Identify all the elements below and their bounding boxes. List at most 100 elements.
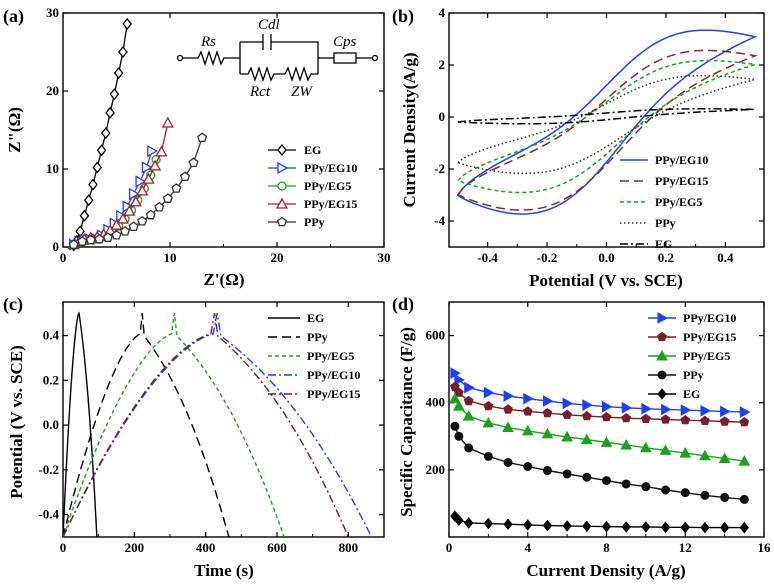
- legend-marker: [657, 331, 667, 342]
- y-tick-label: -4: [434, 213, 445, 228]
- data-point: [739, 417, 750, 427]
- label-cps: Cps: [333, 34, 357, 50]
- x-tick-label: 12: [679, 540, 692, 555]
- y-tick-label: 0.0: [43, 417, 59, 432]
- data-point: [188, 157, 199, 168]
- x-tick-label: 400: [196, 540, 216, 555]
- data-point: [680, 521, 690, 534]
- label-rs: Rs: [200, 34, 216, 50]
- data-point: [582, 399, 593, 411]
- resistor-rct: [240, 65, 285, 83]
- legend-label: PPy/EG5: [304, 179, 351, 193]
- x-tick-label: 200: [125, 540, 145, 555]
- data-point: [660, 521, 671, 534]
- y-axis-label: Potential (V vs. SCE): [7, 345, 26, 499]
- data-point: [136, 184, 149, 196]
- y-tick-label: 10: [46, 161, 59, 176]
- legend-marker: [275, 197, 289, 209]
- data-point: [700, 415, 710, 425]
- data-point: [680, 404, 692, 416]
- legend-label: PPy: [683, 368, 704, 382]
- legend-marker: [277, 143, 287, 157]
- legend-marker: [277, 161, 289, 175]
- data-point: [521, 424, 534, 436]
- data-point: [482, 416, 495, 428]
- data-point: [96, 144, 107, 157]
- data-point: [503, 518, 513, 531]
- data-point: [483, 451, 493, 461]
- data-point: [542, 407, 553, 418]
- data-point: [679, 447, 692, 458]
- data-point: [148, 159, 162, 171]
- data-point: [179, 171, 191, 182]
- data-point: [739, 521, 749, 534]
- y-axis-label: Specific Capacitance (F/g): [397, 327, 416, 517]
- data-point: [464, 381, 475, 394]
- data-point: [503, 390, 515, 402]
- data-point: [621, 521, 631, 533]
- data-point: [700, 521, 710, 534]
- cps-element: [333, 52, 357, 64]
- data-point: [116, 212, 130, 224]
- data-point: [718, 452, 731, 463]
- data-point: [602, 400, 613, 413]
- x-axis-label: Potential (V vs. SCE): [529, 271, 683, 290]
- gcd-curve-ppy-eg15: [62, 313, 349, 538]
- panel-b-cyclic-voltammetry: -0.4 -0.2 0.0 0.2 0.4 -4 -2 0 2 4 (b) Potential (V …: [392, 5, 765, 290]
- y-tick-label: -2: [434, 161, 445, 176]
- data-point: [118, 45, 128, 59]
- label-cdl: Cdl: [258, 17, 280, 33]
- y-tick-label: 0.4: [43, 328, 60, 343]
- data-point: [128, 187, 140, 201]
- data-point: [720, 492, 730, 502]
- legend-label: EG: [683, 387, 700, 401]
- legend-label: PPy/EG15: [304, 197, 357, 211]
- data-point: [105, 106, 115, 119]
- series-ppy-eg15: [450, 381, 750, 427]
- plot-frame: [62, 301, 385, 538]
- cv-loop-ppy-eg5: [456, 59, 756, 194]
- data-point: [621, 479, 631, 489]
- gcd-curve-ppy: [62, 313, 230, 538]
- data-point: [680, 488, 690, 498]
- series-ppy: [68, 132, 208, 249]
- data-point: [542, 395, 554, 407]
- data-point: [68, 239, 79, 249]
- data-point: [122, 17, 133, 30]
- data-point: [111, 229, 122, 240]
- data-point: [77, 236, 88, 246]
- series-line: [73, 137, 203, 246]
- data-point: [100, 127, 111, 140]
- data-point: [464, 443, 474, 453]
- y-tick-label: 400: [426, 395, 446, 410]
- data-point: [137, 215, 148, 226]
- y-axis-label: Z"(Ω): [5, 107, 24, 153]
- y-tick-label: 4: [439, 5, 446, 20]
- panel-label: (a): [3, 6, 24, 27]
- data-point: [483, 400, 494, 411]
- legend-label: PPy/EG10: [683, 311, 736, 325]
- legend-label: PPy: [307, 330, 328, 344]
- data-point: [110, 218, 123, 230]
- legend-marker: [277, 181, 287, 191]
- gcd-curve-ppy-eg10: [62, 313, 373, 538]
- legend-label: PPy: [304, 215, 325, 229]
- legend-marker: [657, 388, 667, 400]
- data-point: [700, 404, 711, 417]
- data-point: [700, 490, 710, 500]
- data-point: [738, 455, 751, 466]
- label-zw: ZW: [291, 84, 313, 100]
- cv-loop-ppy-eg15: [456, 49, 758, 211]
- data-point: [503, 404, 513, 414]
- data-point: [719, 521, 730, 534]
- data-point: [641, 402, 652, 415]
- x-tick-label: -0.2: [537, 250, 558, 265]
- data-point: [680, 415, 691, 425]
- y-tick-label: 20: [46, 83, 59, 98]
- data-point: [582, 520, 592, 533]
- data-point: [85, 234, 96, 245]
- x-tick-label: 16: [758, 540, 772, 555]
- data-point: [145, 209, 156, 220]
- legend-marker: [656, 349, 668, 361]
